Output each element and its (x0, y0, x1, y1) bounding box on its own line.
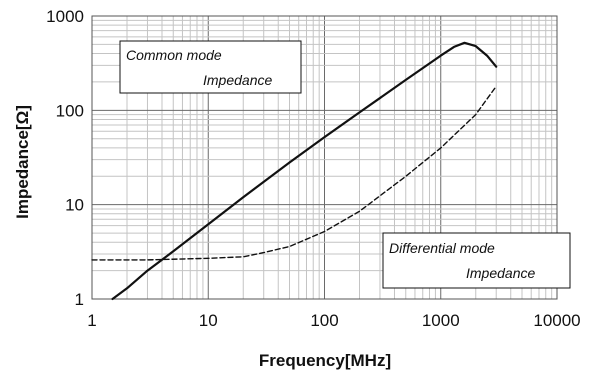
common-mode-impedance-line (111, 41, 498, 301)
common-mode-annotation: Common mode Impedance (119, 40, 302, 94)
differential-mode-annotation-line1: Differential mode (389, 240, 495, 256)
differential-mode-impedance-line (91, 85, 497, 261)
x-tick-label: 10 (199, 311, 218, 330)
series-layer (91, 41, 498, 301)
differential-mode-annotation: Differential mode Impedance (382, 232, 571, 289)
common-mode-annotation-line2: Impedance (203, 72, 272, 88)
x-tick-label: 1 (87, 311, 96, 330)
x-tick-label: 10000 (533, 311, 580, 330)
x-axis-title: Frequency[MHz] (259, 351, 391, 370)
x-tick-label: 100 (310, 311, 338, 330)
differential-mode-annotation-line2: Impedance (466, 265, 535, 281)
common-mode-annotation-line1: Common mode (126, 47, 222, 63)
differential-mode-annotation-box (382, 232, 571, 289)
y-tick-label: 10 (65, 196, 84, 215)
y-tick-label: 100 (56, 101, 84, 120)
tick-labels: 1 10 100 1000 10000 1 10 100 1000 (46, 7, 580, 330)
x-tick-label: 1000 (422, 311, 460, 330)
plot-frame (91, 15, 558, 300)
y-axis-title: Impedance[Ω] (13, 105, 32, 219)
common-mode-annotation-box (119, 40, 302, 94)
y-tick-label: 1 (75, 290, 84, 309)
y-tick-label: 1000 (46, 7, 84, 26)
